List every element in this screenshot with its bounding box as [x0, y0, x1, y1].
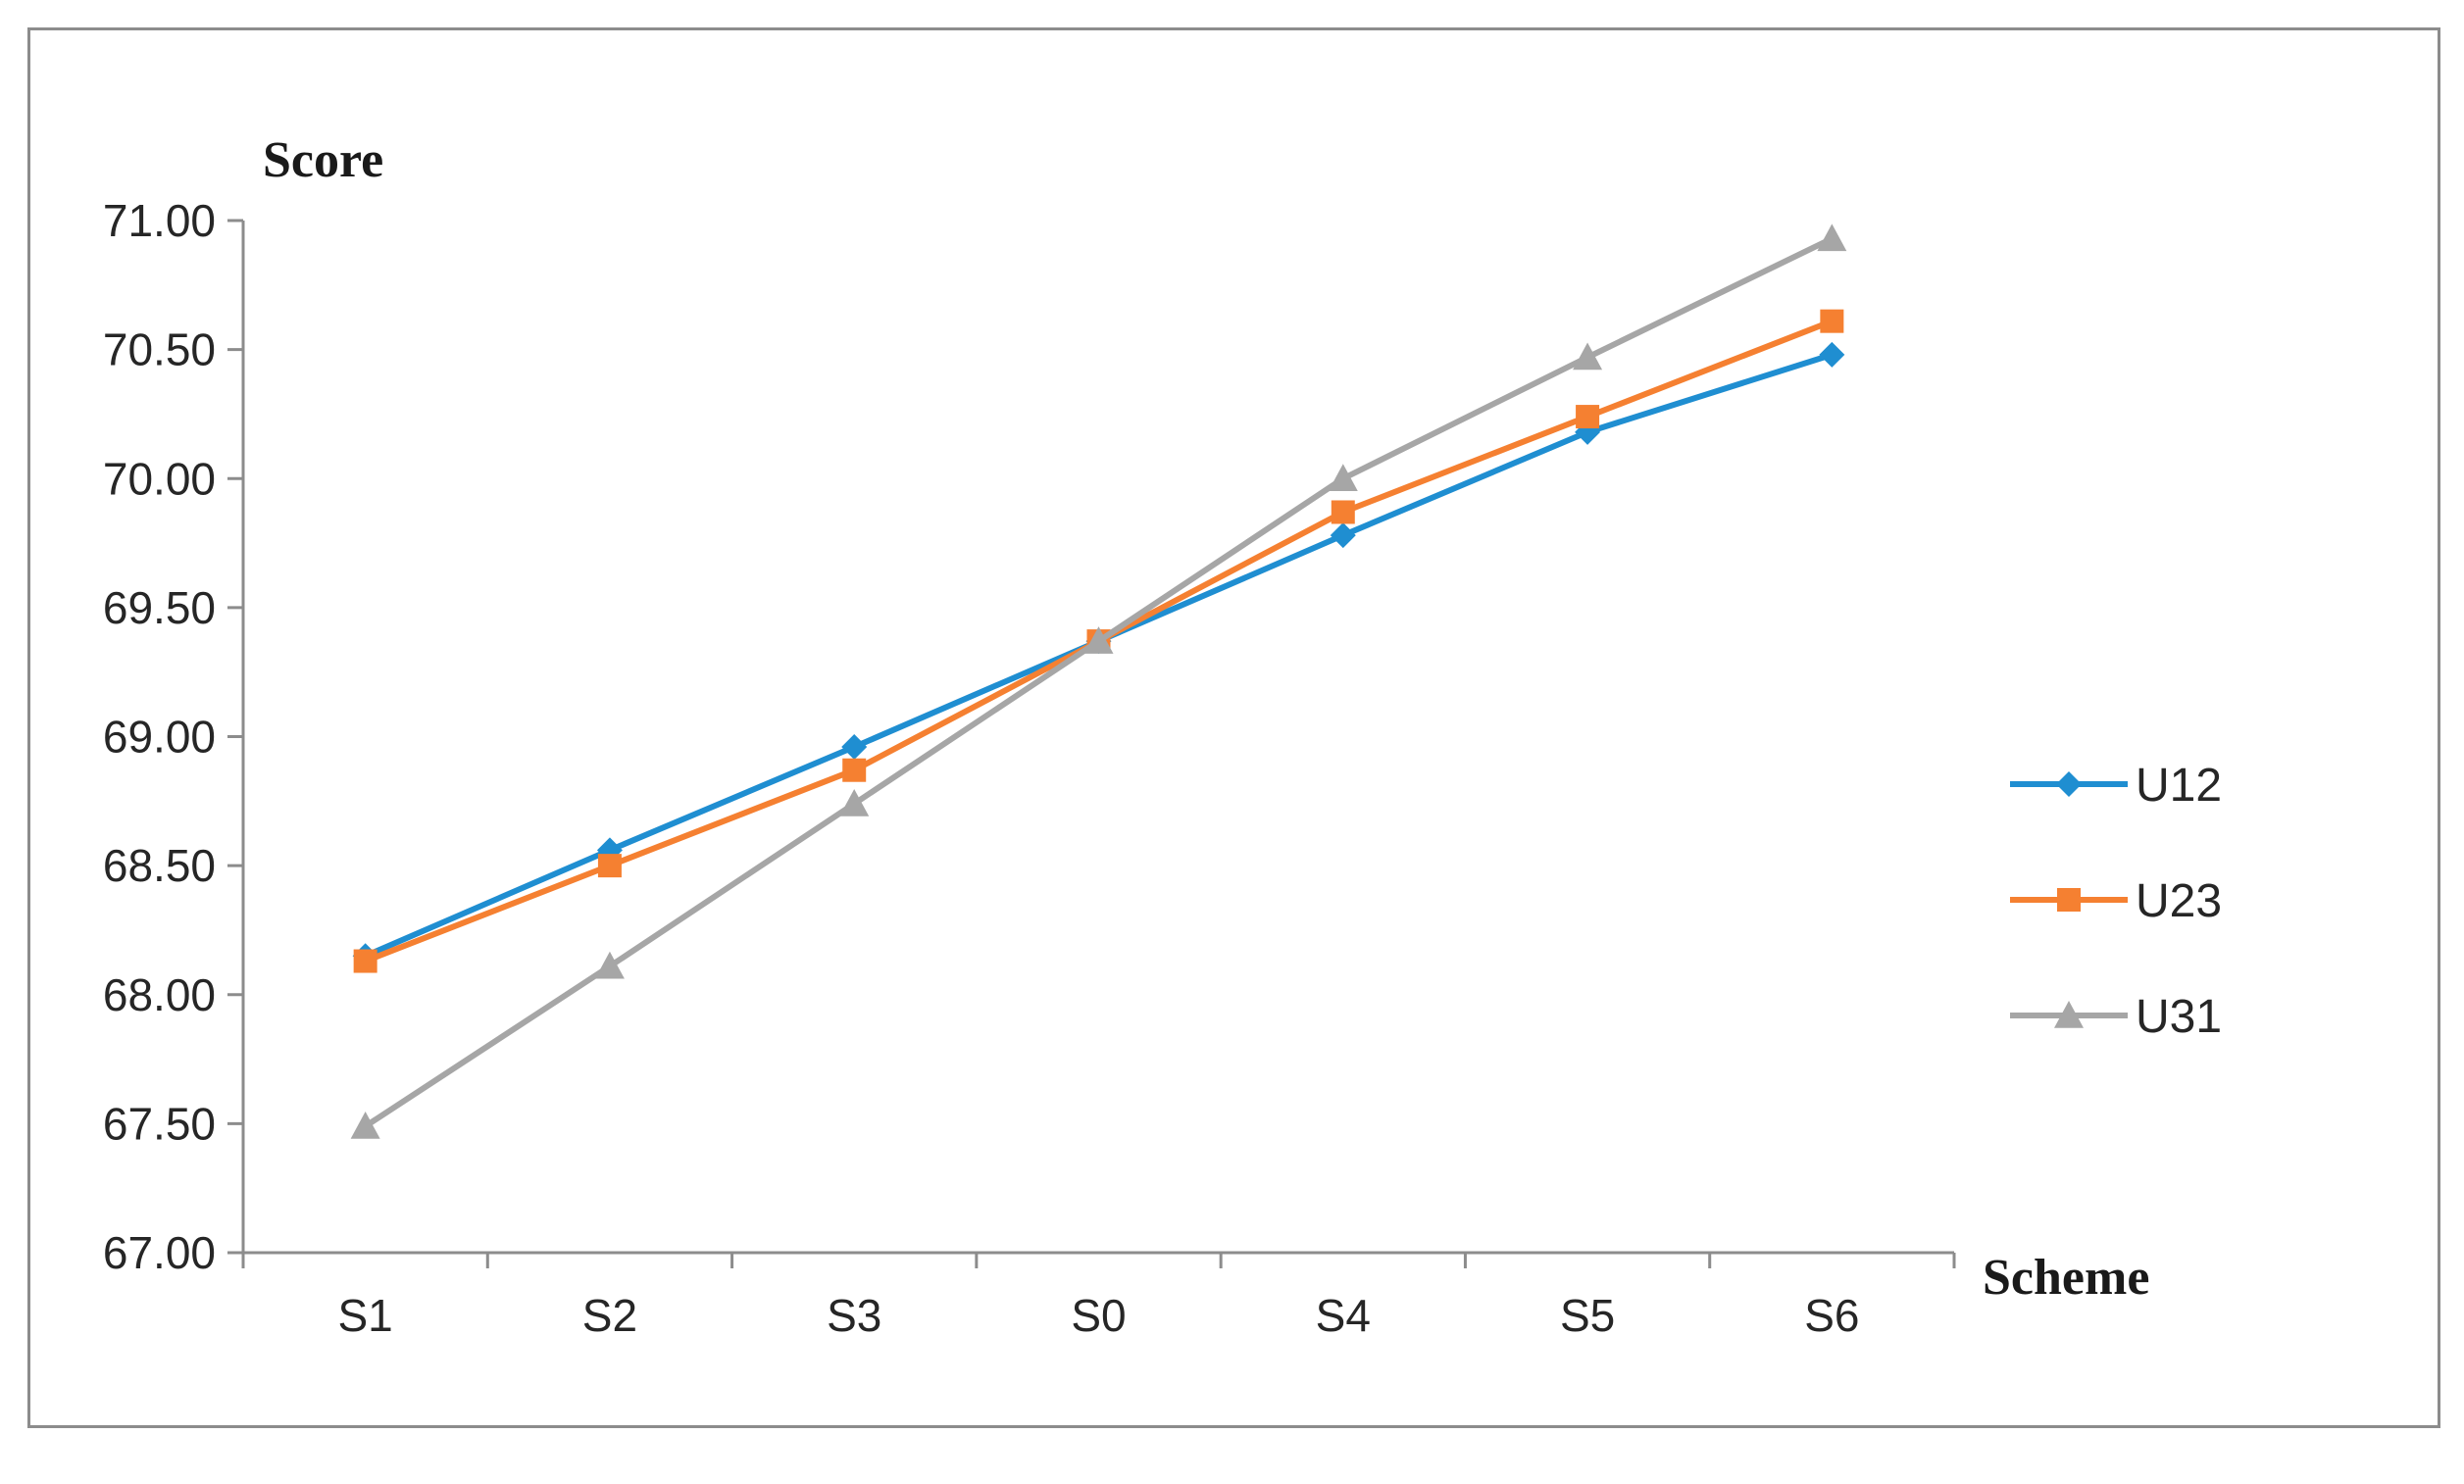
- x-tick-label: S6: [1804, 1290, 1859, 1341]
- legend-label-u12: U12: [2136, 760, 2222, 812]
- chart-frame: [27, 27, 2440, 1428]
- data-point-u31: [350, 1112, 380, 1139]
- x-tick-label: S0: [1071, 1290, 1126, 1341]
- y-tick-label: 68.00: [103, 969, 216, 1020]
- legend-item-u12: U12: [2010, 760, 2222, 812]
- x-tick-label: S2: [582, 1290, 637, 1341]
- data-point-u23: [1331, 500, 1355, 524]
- y-tick-label: 68.50: [103, 840, 216, 891]
- y-tick-label: 69.00: [103, 712, 216, 763]
- y-tick-label: 69.50: [103, 582, 216, 633]
- data-point-u31: [1573, 342, 1603, 371]
- series-line-u31: [363, 235, 1834, 1129]
- data-point-u31: [1817, 223, 1847, 252]
- data-point-u12: [1819, 341, 1845, 368]
- y-axis-title: Score: [263, 132, 383, 188]
- x-axis-title: Scheme: [1983, 1250, 2149, 1306]
- legend-marker-u31: [2054, 1001, 2084, 1028]
- legend-item-u31: U31: [2010, 991, 2222, 1043]
- legend-item-u23: U23: [2010, 875, 2222, 927]
- y-tick-label: 71.00: [103, 195, 216, 246]
- data-point-u23: [353, 949, 377, 973]
- series-u12: [352, 341, 1845, 969]
- data-point-u23: [597, 854, 622, 878]
- legend-marker-u12: [2056, 771, 2082, 797]
- data-point-u31: [594, 951, 625, 979]
- series-line-u12: [364, 352, 1834, 960]
- x-tick-label: S3: [827, 1290, 881, 1341]
- data-point-u31: [1328, 464, 1358, 491]
- data-point-u31: [839, 788, 870, 816]
- series-u31: [350, 223, 1847, 1139]
- data-point-u23: [1576, 405, 1600, 429]
- axes: 67.00 67.50 68.00 68.50 69.00 69.50 70.00 70.50…: [103, 195, 1956, 1341]
- data-point-u23: [842, 758, 867, 782]
- series-layer: [350, 223, 1847, 1139]
- y-tick-label: 67.50: [103, 1098, 216, 1149]
- x-tick-label: S1: [338, 1290, 393, 1341]
- y-tick-label: 67.00: [103, 1227, 216, 1278]
- data-point-u12: [841, 734, 868, 761]
- legend-label-u23: U23: [2136, 875, 2222, 927]
- x-tick-label: S5: [1560, 1290, 1615, 1341]
- x-tick-label: S4: [1316, 1290, 1371, 1341]
- y-tick-label: 70.50: [103, 324, 216, 375]
- legend: U12 U23 U31: [2010, 760, 2222, 1043]
- legend-label-u31: U31: [2136, 991, 2222, 1043]
- data-point-u12: [1330, 522, 1356, 549]
- y-tick-label: 70.00: [103, 453, 216, 504]
- data-point-u31: [1083, 626, 1114, 654]
- data-point-u23: [1820, 309, 1844, 333]
- legend-marker-u23: [2057, 888, 2081, 912]
